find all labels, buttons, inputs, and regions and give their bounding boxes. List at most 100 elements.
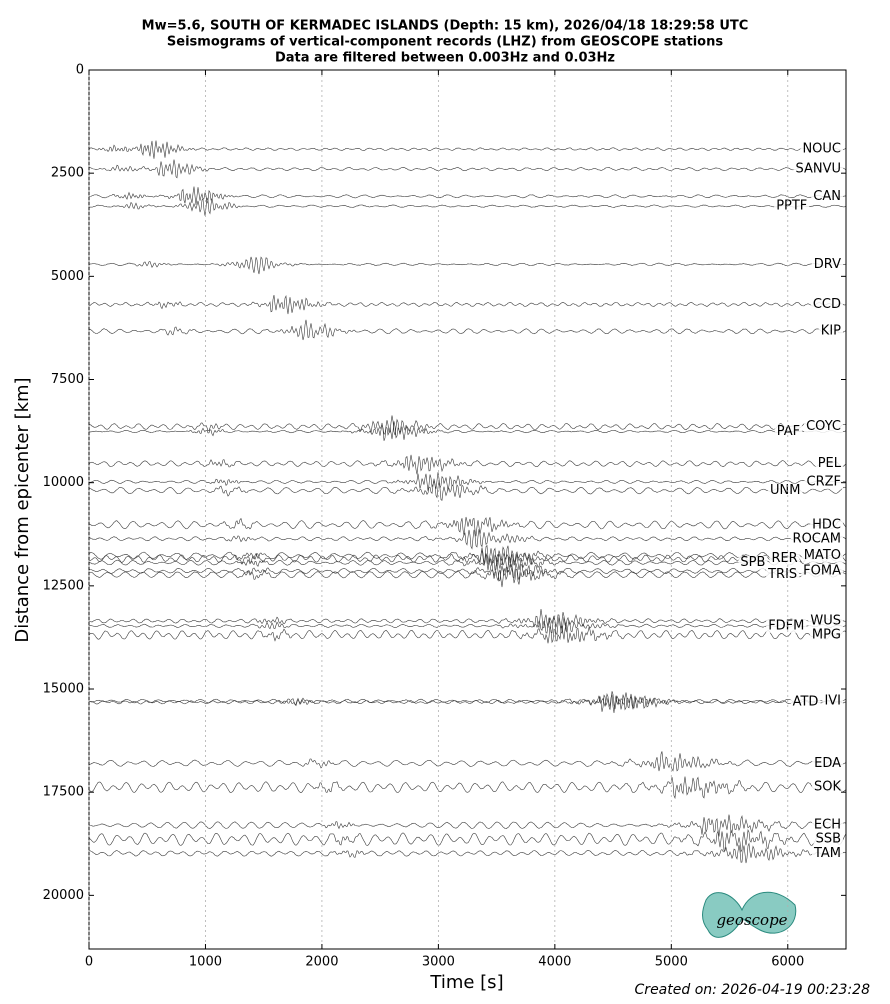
station-label: MPG <box>809 627 843 642</box>
y-axis-label: Distance from epicenter [km] <box>12 377 33 642</box>
station-label: CAN <box>811 189 843 204</box>
station-label: ECH <box>811 818 843 833</box>
y-tick-label: 0 <box>76 63 84 78</box>
seismogram-trace <box>88 842 846 864</box>
seismogram-trace <box>88 140 847 159</box>
station-label: TRIS <box>766 567 800 582</box>
label-background <box>793 162 843 177</box>
station-label: NOUC <box>800 142 843 157</box>
station-label: WUS <box>808 613 843 628</box>
station-label: UNM <box>768 483 803 498</box>
station-name: HDC <box>812 517 841 532</box>
title-line: Data are filtered between 0.003Hz and 0.… <box>275 51 615 66</box>
seismogram-trace <box>88 828 847 853</box>
station-label: ATD <box>790 695 821 710</box>
y-tick-label: 7500 <box>51 372 84 387</box>
station-label: IVI <box>822 693 843 708</box>
title-line: Seismograms of vertical-component record… <box>167 35 723 50</box>
label-background <box>774 424 803 439</box>
label-background <box>810 517 843 532</box>
label-background <box>811 780 843 795</box>
label-background <box>801 563 843 578</box>
x-tick-label: 4000 <box>538 955 571 970</box>
label-background <box>811 257 843 272</box>
station-label: TAM <box>811 846 843 861</box>
seismogram-trace <box>88 319 847 341</box>
label-background <box>804 474 843 489</box>
x-axis-label: Time [s] <box>429 972 503 993</box>
label-background <box>768 483 803 498</box>
station-name: COYC <box>806 419 841 434</box>
label-background <box>813 832 843 847</box>
station-name: SANVU <box>795 162 841 177</box>
station-name: PAF <box>777 424 800 439</box>
seismogram-trace <box>88 197 847 216</box>
seismogram-trace <box>88 544 847 564</box>
traces <box>88 140 847 864</box>
station-label: SOK <box>811 780 843 795</box>
station-name: UNM <box>770 483 800 498</box>
label-background <box>769 551 800 566</box>
station-name: SSB <box>816 832 841 847</box>
seismogram-trace <box>88 622 847 644</box>
label-background <box>811 846 843 861</box>
plot-frame <box>88 69 847 950</box>
x-tick-label: 0 <box>85 955 93 970</box>
logo-text: geoscope <box>716 911 787 929</box>
label-background <box>815 456 843 471</box>
y-tick-label: 2500 <box>51 166 84 181</box>
label-background <box>811 818 843 833</box>
logo: geoscope <box>702 891 797 938</box>
seismogram-trace <box>88 615 847 636</box>
seismogram-trace <box>88 776 847 800</box>
x-tick-label: 2000 <box>305 955 338 970</box>
label-background <box>811 189 843 204</box>
seismogram-trace <box>88 564 847 588</box>
station-labels: NOUC SANVU CAN PPTF DRV CCD KIP COYC PAF PEL CRZF U… <box>738 142 843 861</box>
label-background <box>809 627 843 642</box>
station-label: CRZF <box>804 474 843 489</box>
seismogram-trace <box>88 529 847 550</box>
label-background <box>801 548 843 563</box>
label-background <box>766 567 800 582</box>
station-name: CRZF <box>807 474 842 489</box>
station-name: KIP <box>821 324 841 339</box>
seismogram-trace <box>88 472 847 492</box>
seismogram-trace <box>88 294 847 315</box>
station-label: CCD <box>810 297 843 312</box>
station-name: EDA <box>814 756 841 771</box>
seismogram-trace <box>88 814 847 837</box>
y-tick-label: 15000 <box>43 682 84 697</box>
y-tick-label: 20000 <box>43 888 84 903</box>
station-label: EDA <box>812 756 843 771</box>
station-label: ROCAM <box>790 531 843 546</box>
station-label: HDC <box>810 517 843 532</box>
label-background <box>810 297 843 312</box>
station-name: PEL <box>818 456 842 471</box>
label-background <box>822 693 843 708</box>
station-name: PPTF <box>776 199 807 214</box>
station-label: SANVU <box>793 162 843 177</box>
station-label: MATO <box>801 548 843 563</box>
y-tick-label: 5000 <box>51 269 84 284</box>
station-label: PPTF <box>774 199 810 214</box>
station-name: NOUC <box>802 142 841 157</box>
seismogram-trace <box>88 454 847 475</box>
label-background <box>804 419 843 434</box>
seismogram-trace <box>88 256 847 275</box>
station-label: DRV <box>811 257 843 272</box>
station-name: FDFM <box>768 618 804 633</box>
y-tick-label: 10000 <box>43 475 84 490</box>
seismogram-trace <box>88 478 847 501</box>
label-background <box>774 199 810 214</box>
logo-shape <box>702 891 797 938</box>
seismogram-trace <box>88 608 847 629</box>
label-background <box>812 756 843 771</box>
seismogram-trace <box>88 516 847 537</box>
station-name: CCD <box>813 297 841 312</box>
x-tick-label: 6000 <box>771 955 804 970</box>
seismogram-trace <box>88 694 847 713</box>
title-line: Mw=5.6, SOUTH OF KERMADEC ISLANDS (Depth… <box>142 19 749 34</box>
